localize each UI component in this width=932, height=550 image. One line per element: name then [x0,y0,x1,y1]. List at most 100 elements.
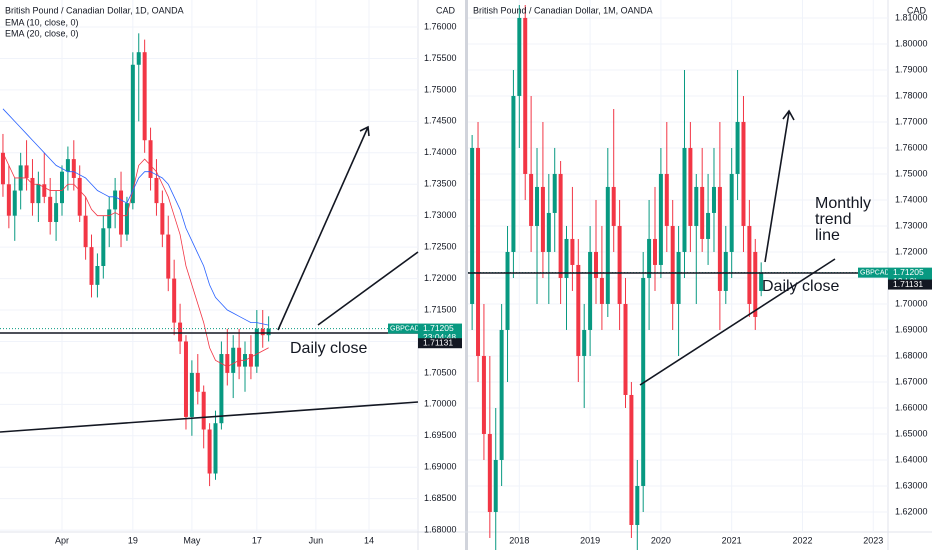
trend-line [317,251,419,326]
x-tick-label: 2020 [651,535,671,545]
y-tick-label: 1.76000 [895,142,928,152]
candle-body [535,186,540,226]
candle-body [570,238,575,265]
y-tick-label: 1.75000 [895,168,928,178]
candle-body [511,95,516,252]
candle-body [219,354,224,424]
candle-body [83,215,88,248]
candle-body [254,328,259,367]
candle-body [77,177,82,216]
candle-body [207,429,212,474]
y-tick-label: 1.74000 [895,194,928,204]
candle-body [688,147,693,226]
countdown-label: 23:04:48 [423,332,456,342]
y-tick-label: 1.70000 [424,399,457,409]
candle-body [12,190,17,216]
x-tick-label: May [183,535,201,545]
candle-body [172,278,177,323]
chart-title: British Pound / Canadian Dollar, 1M, OAN… [473,5,653,15]
currency-label: CAD [907,5,927,15]
candle-body [517,17,522,96]
line-tag [888,279,932,290]
y-tick-label: 1.74500 [424,116,457,126]
candle-body [195,372,200,392]
y-tick-label: 1.70000 [895,298,928,308]
candle-body [6,184,11,216]
candle-body [523,17,528,174]
candle-body [189,372,194,417]
y-tick-label: 1.67000 [895,376,928,386]
y-tick-label: 1.75000 [424,84,457,94]
trend-line [639,258,836,386]
candle-body [717,186,722,291]
symbol-label: GBPCAD [860,269,890,276]
trend-line [0,401,419,433]
y-tick-label: 1.65000 [895,428,928,438]
candle-body [529,173,534,226]
candle-body [487,433,492,512]
candle-body [154,177,159,204]
candle-body [611,186,616,226]
candle-body [248,354,253,367]
y-tick-label: 1.72000 [424,273,457,283]
x-tick-label: 2021 [722,535,742,545]
candle-body [178,322,183,342]
candle-body [124,203,129,235]
drawings [0,109,888,433]
candle-body [237,347,242,367]
y-tick-label: 1.73000 [895,220,928,230]
candle-body [231,347,236,373]
y-tick-label: 1.69000 [424,462,457,472]
indicator-label: EMA (20, close, 0) [5,28,79,38]
arrow [277,126,369,331]
arrow [764,111,790,263]
candle-body [582,329,587,356]
price-tag [388,323,418,334]
x-tick-label: Apr [55,535,69,545]
y-tick-label: 1.68500 [424,493,457,503]
arrow-head [359,125,370,137]
candle-body [664,173,669,226]
candle-body [658,173,663,265]
candle-body [119,190,124,235]
y-tick-label: 1.69000 [895,324,928,334]
candle-body [142,52,147,141]
candle-body [266,328,271,336]
y-tick-label: 1.70500 [424,367,457,377]
candle-body [729,173,734,252]
candle-body [89,247,94,285]
candle-body [576,264,581,356]
x-tick-label: 14 [364,535,374,545]
y-tick-label: 1.69500 [424,430,457,440]
annotation: Daily close [762,278,839,295]
candle-body [160,203,165,235]
y-tick-label: 1.71500 [424,304,457,314]
candle-body [59,171,64,204]
candle-body [48,196,53,222]
candle-body [564,238,569,278]
candle-body [183,341,188,417]
candle-body [36,184,41,204]
arrow-head [782,109,795,121]
candle-body [552,173,557,213]
candle-body [65,159,70,172]
candle-body [481,355,486,434]
candle-body [225,354,230,373]
candle-body [505,251,510,330]
candle-body [130,64,135,204]
candle-body [670,225,675,304]
x-tick-label: 17 [252,535,262,545]
y-tick-label: 1.77000 [895,116,928,126]
y-tick-label: 1.80000 [895,38,928,48]
candle-body [166,234,171,279]
y-tick-label: 1.72000 [895,246,928,256]
candle-body [493,459,498,512]
candle-body [588,251,593,330]
candle-body [101,228,106,266]
candle-body [42,184,47,197]
candle-body [476,147,481,356]
candle-body [647,238,652,278]
candle-body [24,165,29,178]
annotation: Monthly [815,195,871,212]
